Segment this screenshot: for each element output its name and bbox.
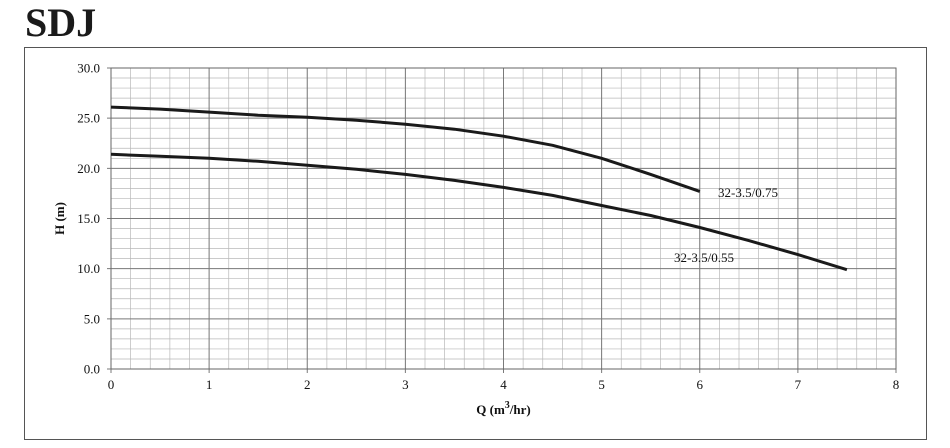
series-label-2: 32-3.5/0.55 [674, 250, 734, 265]
x-axis-label: Q (m3/hr) [476, 400, 530, 417]
chart-frame [24, 47, 927, 440]
y-tick-label: 10.0 [77, 261, 100, 276]
y-tick-label: 25.0 [77, 111, 100, 126]
x-tick-label: 8 [893, 377, 900, 392]
x-tick-label: 2 [304, 377, 311, 392]
x-tick-label: 6 [697, 377, 704, 392]
x-axis-label-text: Q (m [476, 402, 505, 417]
x-tick-label: 7 [795, 377, 802, 392]
y-tick-label: 30.0 [77, 61, 100, 76]
x-axis-label-superscript: 3 [505, 400, 510, 411]
x-tick-label: 1 [206, 377, 213, 392]
y-tick-label: 15.0 [77, 211, 100, 226]
series-label-1: 32-3.5/0.75 [718, 185, 778, 200]
y-tick-label: 20.0 [77, 161, 100, 176]
y-tick-label: 0.0 [84, 362, 100, 377]
y-axis-label: H (m) [52, 202, 67, 235]
x-axis-label-unit: /hr) [509, 402, 531, 417]
series-line-2 [110, 152, 848, 272]
x-tick-label: 4 [500, 377, 507, 392]
x-tick-label: 0 [108, 377, 115, 392]
plot-area-border [110, 67, 897, 370]
chart-title: SDJ [25, 0, 97, 45]
series-labels: 32-3.5/0.75 32-3.5/0.55 [674, 185, 778, 265]
x-tick-labels: 0 1 2 3 4 5 6 7 8 [108, 377, 900, 392]
y-tick-labels: 0.0 5.0 10.0 15.0 20.0 25.0 30.0 [77, 61, 100, 377]
y-tick-label: 5.0 [84, 311, 100, 326]
series-line-1 [110, 105, 701, 193]
x-tick-label: 3 [402, 377, 409, 392]
x-tick-label: 5 [598, 377, 605, 392]
series-lines [110, 105, 848, 272]
